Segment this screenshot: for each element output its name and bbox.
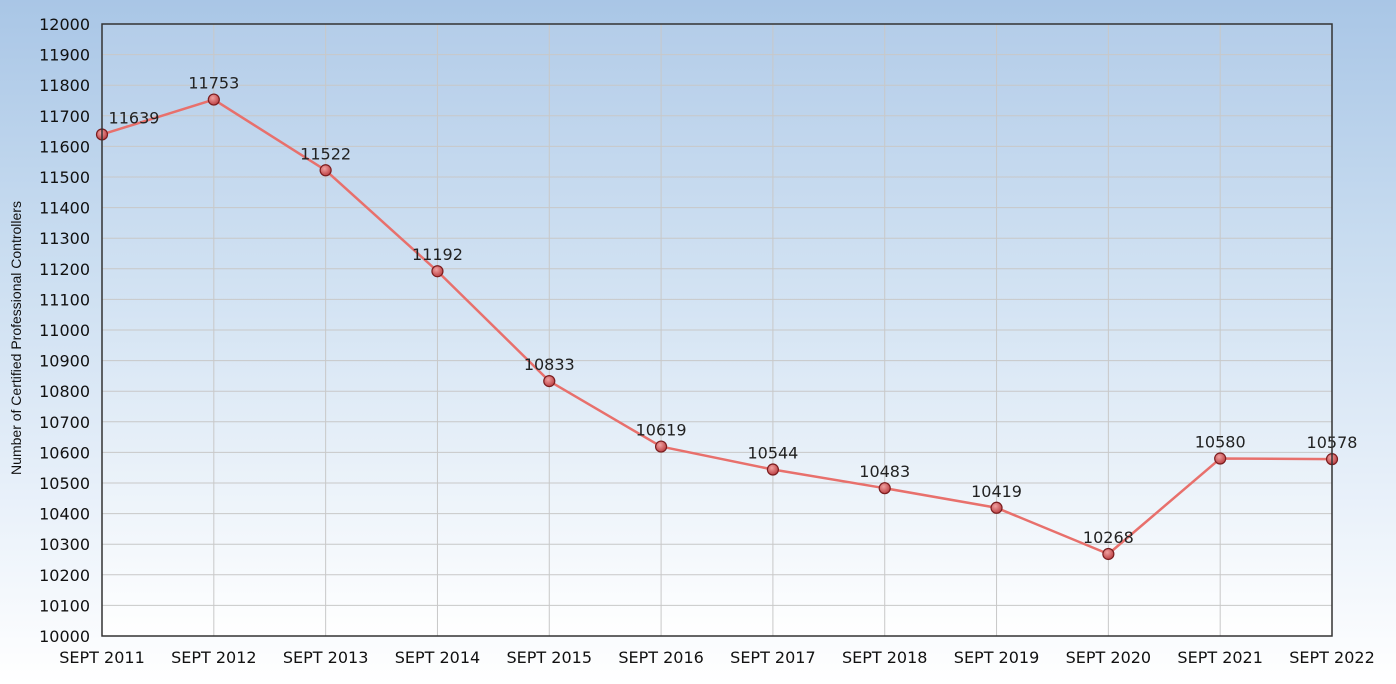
y-tick-label: 10700: [39, 413, 90, 432]
data-labels: 11639 11753 11522 11192 10833 10619 10544 10483…: [109, 74, 1358, 547]
data-point-marker: [207, 93, 220, 106]
x-tick-label: SEPT 2022: [1289, 648, 1375, 667]
data-label: 10619: [636, 421, 687, 440]
x-tick-label: SEPT 2012: [171, 648, 257, 667]
x-tick-label: SEPT 2021: [1177, 648, 1263, 667]
y-tick-label: 10200: [39, 566, 90, 585]
data-label: 10580: [1195, 433, 1246, 452]
y-tick-label: 11200: [39, 260, 90, 279]
data-point-marker: [543, 375, 556, 388]
y-tick-label: 10400: [39, 505, 90, 524]
y-axis-label: Number of Certified Professional Control…: [8, 201, 24, 475]
data-point-marker: [766, 463, 780, 476]
x-tick-label: SEPT 2016: [618, 648, 704, 667]
grid: [101, 23, 1333, 637]
x-tick-label: SEPT 2020: [1066, 648, 1152, 667]
y-axis-ticks: 10000 10100 10200 10300 10400 10500 10600 10700…: [39, 15, 90, 646]
y-tick-label: 11000: [39, 321, 90, 340]
y-tick-label: 10300: [39, 535, 90, 554]
y-tick-label: 11500: [39, 168, 90, 187]
x-tick-label: SEPT 2015: [507, 648, 593, 667]
y-tick-label: 11800: [39, 76, 90, 95]
x-tick-label: SEPT 2018: [842, 648, 928, 667]
data-point-marker: [990, 501, 1003, 514]
data-label: 11192: [412, 245, 463, 264]
data-label: 11639: [109, 108, 160, 127]
data-label: 10544: [747, 444, 798, 463]
x-tick-label: SEPT 2011: [59, 648, 145, 667]
data-label: 10419: [971, 482, 1022, 501]
y-tick-label: 12000: [39, 15, 90, 34]
x-tick-label: SEPT 2014: [395, 648, 481, 667]
data-point-marker: [431, 265, 444, 278]
data-label: 11522: [300, 144, 351, 163]
y-tick-label: 10100: [39, 596, 90, 615]
y-tick-label: 10900: [39, 352, 90, 371]
x-tick-label: SEPT 2017: [730, 648, 816, 667]
y-tick-label: 11700: [39, 107, 90, 126]
data-label: 10833: [524, 355, 575, 374]
y-tick-label: 11300: [39, 229, 90, 248]
x-tick-label: SEPT 2019: [954, 648, 1040, 667]
data-label: 10483: [859, 462, 910, 481]
series-line: [101, 98, 1333, 556]
data-label: 11753: [188, 74, 239, 93]
y-tick-label: 11100: [39, 290, 90, 309]
series-line-path: [101, 98, 1333, 556]
y-tick-label: 10800: [39, 382, 90, 401]
data-label: 10268: [1083, 528, 1134, 547]
y-tick-label: 11400: [39, 199, 90, 218]
data-point-marker: [1214, 452, 1227, 465]
y-tick-label: 11900: [39, 46, 90, 65]
y-tick-label: 10500: [39, 474, 90, 493]
data-point-marker: [878, 482, 891, 495]
plot-border: [101, 23, 1333, 637]
x-axis-ticks: SEPT 2011 SEPT 2012 SEPT 2013 SEPT 2014 SEPT…: [59, 648, 1375, 667]
data-point-marker: [319, 164, 332, 177]
data-point-marker: [654, 440, 668, 453]
y-tick-label: 11600: [39, 137, 90, 156]
y-tick-label: 10600: [39, 443, 90, 462]
data-point-marker: [1102, 547, 1115, 561]
x-tick-label: SEPT 2013: [283, 648, 369, 667]
y-tick-label: 10000: [39, 627, 90, 646]
